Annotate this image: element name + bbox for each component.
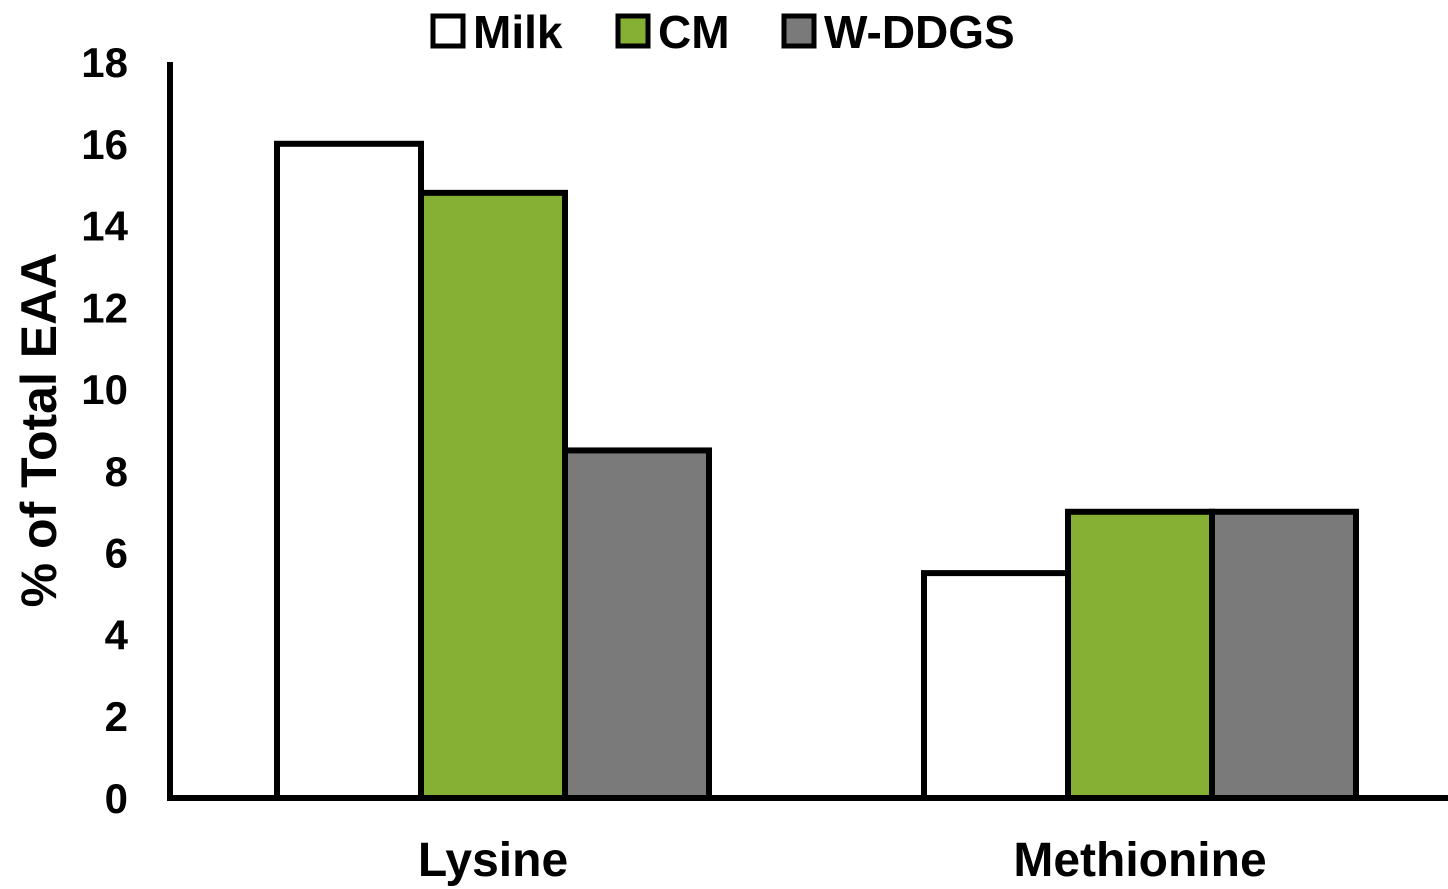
y-tick-label: 6 [105, 530, 128, 577]
legend-label-milk: Milk [473, 6, 563, 58]
y-tick-label: 16 [81, 121, 128, 168]
y-tick-label: 4 [105, 611, 129, 658]
y-tick-label: 12 [81, 284, 128, 331]
bar-milk-methionine [921, 570, 1071, 801]
y-tick-label: 10 [81, 366, 128, 413]
bar-cm-methionine [1065, 508, 1215, 801]
bar-milk-lysine [274, 140, 424, 801]
legend-swatch-w-ddgs [781, 13, 817, 49]
bar-w-ddgs-lysine [562, 447, 712, 801]
x-axis-categories: Lysine Methionine [418, 834, 1267, 887]
y-tick-label: 0 [105, 775, 128, 822]
x-category-label: Methionine [1013, 834, 1266, 887]
bar-w-ddgs-methionine [1209, 508, 1359, 801]
bars [274, 140, 1359, 802]
y-tick-label: 14 [81, 203, 128, 250]
legend-swatch-milk [430, 13, 466, 49]
y-tick-label: 8 [105, 448, 128, 495]
bar-cm-lysine [418, 189, 568, 802]
x-category-label: Lysine [418, 834, 568, 887]
y-axis-ticks: 0 2 4 6 8 10 12 14 16 18 [81, 39, 128, 822]
y-tick-label: 18 [81, 39, 128, 86]
legend-swatch-cm [615, 13, 651, 49]
y-axis-label: % of Total EAA [11, 253, 67, 608]
legend: Milk CM W-DDGS [430, 6, 1015, 58]
y-tick-label: 2 [105, 693, 128, 740]
legend-label-w-ddgs: W-DDGS [824, 6, 1015, 58]
legend-label-cm: CM [658, 6, 730, 58]
